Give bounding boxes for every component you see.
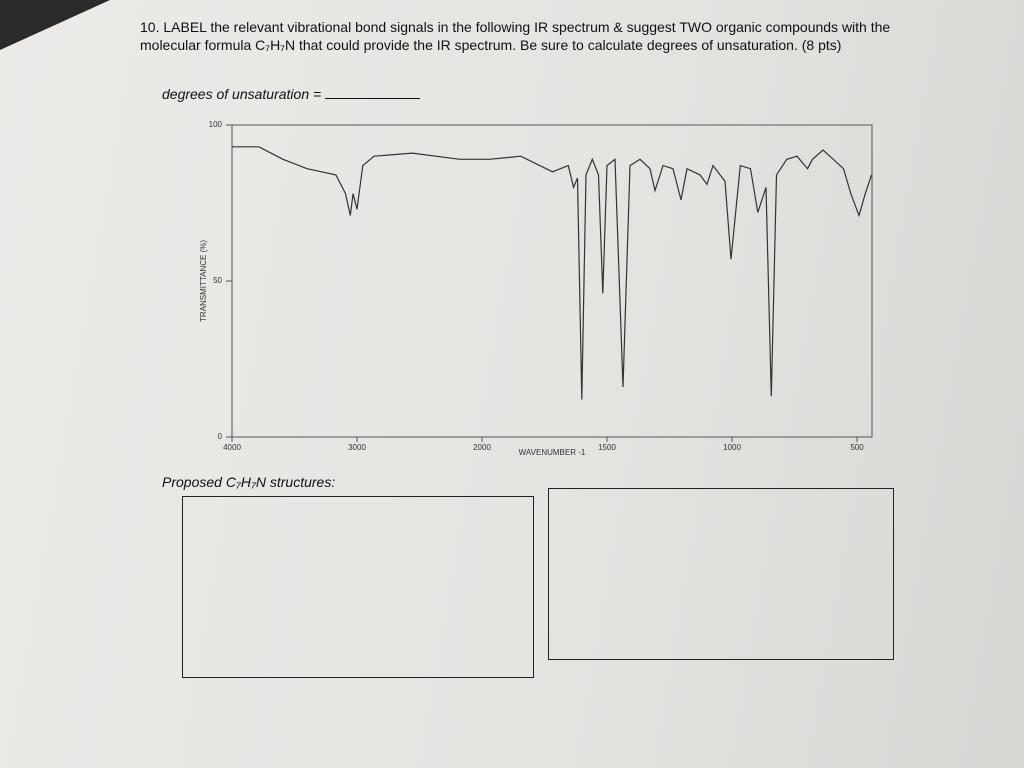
corner-shadow xyxy=(0,0,110,50)
y-axis-label: TRANSMITTANCE (%) xyxy=(199,240,208,322)
x-tick-label: 2000 xyxy=(473,443,491,452)
unsaturation-label: degrees of unsaturation = xyxy=(162,86,322,102)
y-tick-label: 100 xyxy=(209,120,223,129)
structure-box xyxy=(182,496,534,678)
x-tick-label: 1500 xyxy=(598,443,616,452)
spectrum-line xyxy=(232,146,873,400)
ir-spectrum: 0 50 100 4000 3000 2000 1500 1000 500 WAVENUMBER … xyxy=(199,120,873,457)
question-text: LABEL the relevant vibrational bond sign… xyxy=(140,19,891,53)
x-tick-label: 3000 xyxy=(348,443,366,452)
x-tick-label: 500 xyxy=(850,443,864,452)
question: 10. LABEL the relevant vibrational bond … xyxy=(140,18,900,54)
answer-blank xyxy=(325,98,421,99)
y-tick-label: 50 xyxy=(213,276,222,285)
unsaturation-prompt: degrees of unsaturation = xyxy=(162,86,421,102)
x-tick-label: 1000 xyxy=(723,443,741,452)
x-axis-label: WAVENUMBER -1 xyxy=(519,448,586,457)
structures-label: Proposed C₇H₇N structures: xyxy=(162,474,336,490)
question-number: 10. xyxy=(140,19,160,35)
x-tick-label: 4000 xyxy=(223,443,241,452)
structure-box xyxy=(548,488,894,660)
y-tick-label: 0 xyxy=(218,432,223,441)
